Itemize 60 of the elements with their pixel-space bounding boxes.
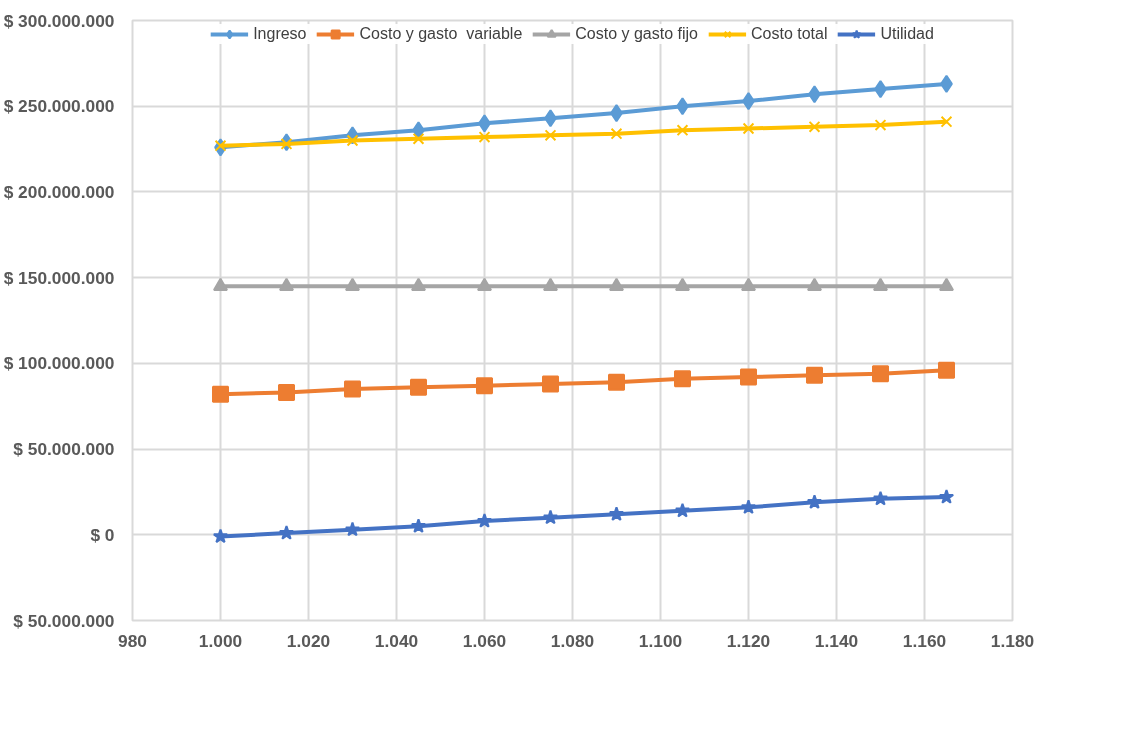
y-tick-label: $ 0 bbox=[90, 524, 115, 545]
point bbox=[476, 377, 493, 395]
x-tick-label: 980 bbox=[118, 630, 147, 651]
point bbox=[874, 119, 887, 132]
x-tick-label: 1.120 bbox=[726, 630, 771, 651]
point bbox=[478, 131, 491, 144]
point bbox=[344, 521, 361, 537]
point bbox=[278, 525, 295, 540]
point bbox=[872, 365, 889, 383]
point bbox=[412, 132, 425, 145]
point bbox=[740, 499, 757, 515]
point bbox=[674, 502, 691, 518]
point bbox=[344, 380, 361, 398]
x-tick-label: 1.160 bbox=[902, 630, 947, 651]
point bbox=[806, 366, 823, 384]
y-tick-label: $ 50.000.000 bbox=[13, 610, 115, 631]
y-tick-label: $ 300.000.000 bbox=[3, 10, 115, 31]
point bbox=[940, 115, 953, 128]
point bbox=[212, 385, 229, 403]
x-tick-label: 1.080 bbox=[550, 630, 595, 651]
point bbox=[808, 120, 821, 133]
point bbox=[542, 375, 559, 393]
point bbox=[280, 137, 293, 150]
y-tick-label: $ 100.000.000 bbox=[3, 353, 115, 374]
legend-label: Costo y gasto fijo bbox=[575, 25, 699, 43]
x-tick-label: 1.000 bbox=[198, 630, 243, 651]
point bbox=[742, 122, 755, 135]
x-tick-label: 1.040 bbox=[374, 630, 419, 651]
point bbox=[674, 370, 691, 388]
point bbox=[278, 384, 295, 401]
point bbox=[410, 518, 427, 533]
point bbox=[214, 139, 227, 152]
point bbox=[212, 528, 229, 544]
point bbox=[544, 129, 557, 142]
point bbox=[740, 368, 757, 386]
point bbox=[346, 134, 359, 147]
point bbox=[806, 494, 823, 509]
point bbox=[610, 127, 623, 140]
point bbox=[676, 124, 689, 137]
legend-label: Ingreso bbox=[253, 25, 307, 43]
x-tick-label: 1.100 bbox=[638, 630, 683, 651]
y-tick-label: $ 250.000.000 bbox=[3, 96, 115, 117]
x-tick-label: 1.180 bbox=[990, 630, 1035, 651]
legend-label: Costo y gasto variable bbox=[359, 25, 523, 43]
legend-label: Utilidad bbox=[880, 25, 934, 43]
y-tick-label: $ 150.000.000 bbox=[3, 267, 115, 288]
point bbox=[608, 506, 625, 521]
point bbox=[476, 513, 493, 528]
point bbox=[410, 378, 427, 396]
point bbox=[542, 509, 559, 525]
x-tick-label: 1.140 bbox=[814, 630, 859, 651]
point bbox=[938, 361, 955, 379]
point bbox=[608, 373, 625, 391]
x-tick-label: 1.020 bbox=[286, 630, 331, 651]
y-tick-label: $ 200.000.000 bbox=[3, 181, 115, 202]
legend-label: Costo total bbox=[751, 25, 828, 43]
y-tick-label: $ 50.000.000 bbox=[13, 439, 115, 460]
x-tick-label: 1.060 bbox=[462, 630, 507, 651]
point bbox=[938, 489, 955, 504]
point bbox=[872, 490, 889, 506]
